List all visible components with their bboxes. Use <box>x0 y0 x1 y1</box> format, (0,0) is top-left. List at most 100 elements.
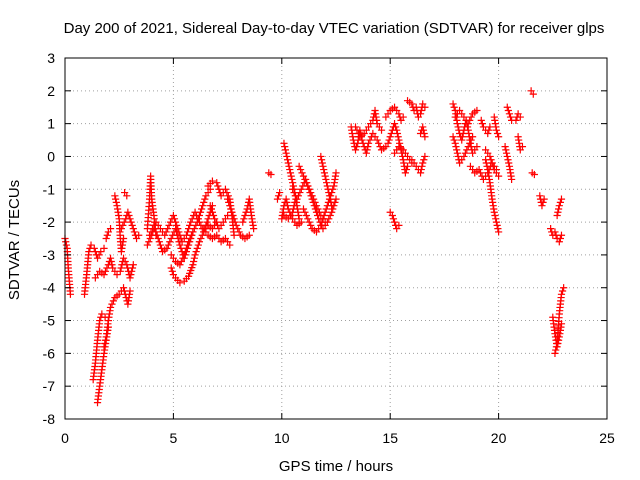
data-point <box>224 192 232 200</box>
data-point <box>332 169 340 177</box>
data-point <box>190 254 198 262</box>
data-point <box>120 218 128 226</box>
data-point <box>390 218 399 226</box>
data-point <box>221 185 230 193</box>
data-point <box>556 198 564 206</box>
data-point <box>232 221 240 229</box>
data-point <box>172 228 181 236</box>
data-point <box>529 90 537 98</box>
data-point <box>224 195 232 203</box>
data-point <box>364 143 372 151</box>
data-point <box>154 234 162 243</box>
data-point <box>100 244 108 252</box>
data-point <box>421 103 429 111</box>
data-point <box>449 133 457 141</box>
data-point <box>213 179 221 187</box>
data-point <box>454 123 462 131</box>
data-point <box>95 251 103 259</box>
data-point <box>227 205 235 213</box>
data-point <box>111 195 120 203</box>
data-point <box>195 211 204 220</box>
data-point <box>556 234 564 243</box>
data-point <box>317 152 325 161</box>
data-point <box>539 198 547 206</box>
data-point <box>501 143 509 151</box>
data-point <box>393 129 402 138</box>
data-point <box>90 244 98 252</box>
data-point <box>554 205 563 213</box>
data-point <box>464 120 472 128</box>
data-point <box>228 208 236 216</box>
data-point <box>203 218 211 226</box>
data-point <box>196 208 205 216</box>
data-point <box>184 238 193 246</box>
data-point <box>493 221 501 229</box>
data-point <box>384 139 392 147</box>
data-point <box>554 208 562 216</box>
data-point <box>318 159 326 167</box>
data-point <box>285 162 293 170</box>
data-point <box>323 179 331 187</box>
data-point <box>161 231 169 239</box>
data-point <box>225 198 233 206</box>
data-point <box>460 152 468 161</box>
data-point <box>451 139 459 147</box>
data-point <box>150 221 158 229</box>
data-point <box>85 248 93 256</box>
data-point <box>488 159 496 167</box>
data-point <box>210 215 219 223</box>
data-point <box>195 238 204 246</box>
data-point <box>187 218 195 226</box>
data-point <box>483 162 491 170</box>
data-point <box>207 205 215 213</box>
data-point <box>187 231 196 239</box>
data-point <box>418 162 426 170</box>
data-point <box>100 343 108 351</box>
data-point <box>394 133 402 141</box>
x-tick-label: 25 <box>599 430 615 446</box>
data-point <box>518 143 527 151</box>
data-point <box>143 241 151 249</box>
data-point <box>286 165 294 174</box>
data-point <box>352 143 361 151</box>
data-point <box>164 241 172 249</box>
data-point <box>107 257 115 266</box>
data-point <box>197 205 206 213</box>
data-point <box>420 156 428 164</box>
data-point <box>298 169 306 177</box>
data-point <box>387 129 395 138</box>
data-point <box>301 208 309 216</box>
x-tick-label: 5 <box>170 430 178 446</box>
data-point <box>504 106 512 115</box>
data-point <box>204 215 212 223</box>
data-point <box>62 241 71 249</box>
data-point <box>492 215 500 223</box>
data-point <box>106 225 115 233</box>
data-point <box>555 238 563 246</box>
x-tick-label: 15 <box>382 430 398 446</box>
data-point <box>484 129 492 138</box>
data-point <box>493 129 502 138</box>
data-point <box>305 218 313 226</box>
data-point <box>128 221 136 229</box>
data-point <box>197 234 205 243</box>
data-point <box>503 152 511 161</box>
data-point <box>485 126 493 134</box>
data-point <box>106 303 115 312</box>
data-point <box>288 175 296 184</box>
data-point <box>307 188 315 197</box>
data-point <box>128 267 136 275</box>
data-point <box>166 238 174 246</box>
data-point <box>363 146 371 154</box>
data-point <box>489 162 497 170</box>
data-point <box>101 267 110 275</box>
data-point <box>226 241 234 249</box>
data-point <box>416 169 425 177</box>
data-point <box>552 343 561 351</box>
data-point <box>351 123 360 131</box>
data-point <box>325 192 334 200</box>
data-point <box>297 185 305 193</box>
data-point <box>97 248 105 256</box>
y-tick-label: -4 <box>43 280 56 296</box>
y-tick-label: -2 <box>43 214 56 230</box>
